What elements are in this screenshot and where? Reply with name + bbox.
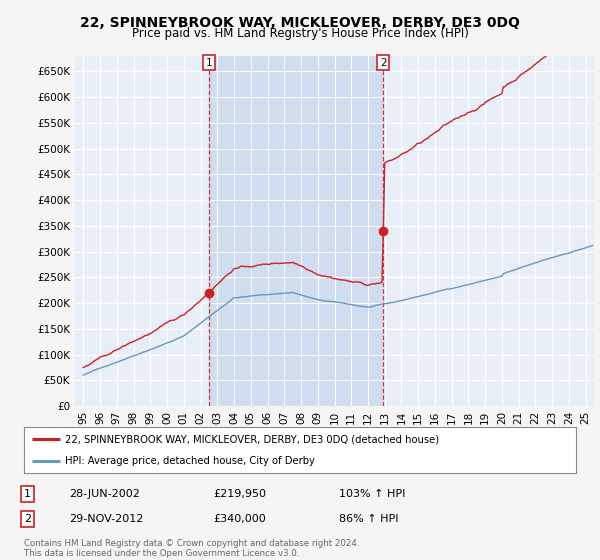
- Text: 1: 1: [206, 58, 212, 68]
- Text: £340,000: £340,000: [213, 514, 266, 524]
- Text: 22, SPINNEYBROOK WAY, MICKLEOVER, DERBY, DE3 0DQ (detached house): 22, SPINNEYBROOK WAY, MICKLEOVER, DERBY,…: [65, 434, 440, 444]
- Text: 22, SPINNEYBROOK WAY, MICKLEOVER, DERBY, DE3 0DQ: 22, SPINNEYBROOK WAY, MICKLEOVER, DERBY,…: [80, 16, 520, 30]
- Bar: [209, 56, 383, 406]
- Text: 103% ↑ HPI: 103% ↑ HPI: [339, 489, 406, 499]
- Text: HPI: Average price, detached house, City of Derby: HPI: Average price, detached house, City…: [65, 456, 315, 466]
- Text: 86% ↑ HPI: 86% ↑ HPI: [339, 514, 398, 524]
- Text: 28-JUN-2002: 28-JUN-2002: [69, 489, 140, 499]
- Text: 2: 2: [380, 58, 386, 68]
- Text: £219,950: £219,950: [213, 489, 266, 499]
- Text: 1: 1: [24, 489, 31, 499]
- Text: 29-NOV-2012: 29-NOV-2012: [69, 514, 143, 524]
- Text: Price paid vs. HM Land Registry's House Price Index (HPI): Price paid vs. HM Land Registry's House …: [131, 27, 469, 40]
- Text: 2: 2: [24, 514, 31, 524]
- Text: Contains HM Land Registry data © Crown copyright and database right 2024.
This d: Contains HM Land Registry data © Crown c…: [24, 539, 359, 558]
